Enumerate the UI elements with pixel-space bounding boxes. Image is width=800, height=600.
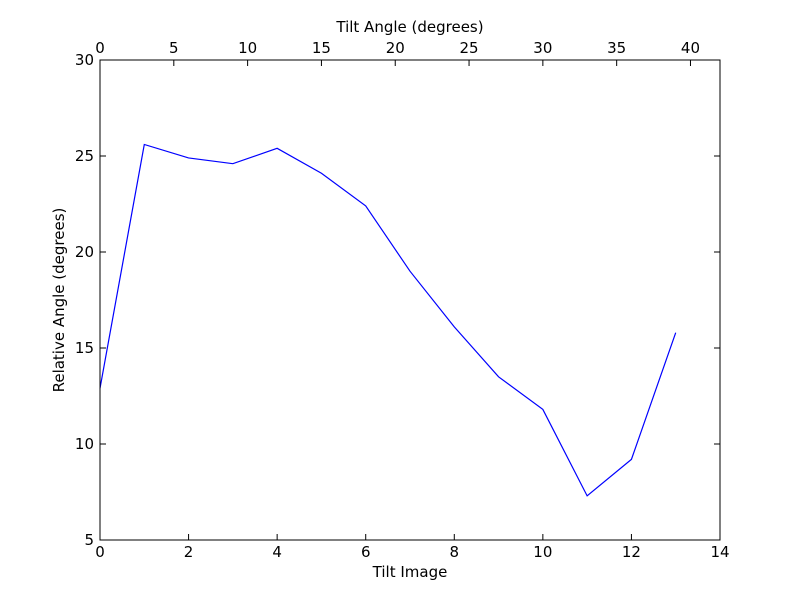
x2-tick-label: 25 [460,39,479,57]
x-tick-label: 8 [450,543,460,561]
x2-tick-label: 20 [386,39,405,57]
x-tick-label: 12 [622,543,641,561]
x-axis-label: Tilt Image [372,563,448,581]
x2-tick-label: 15 [312,39,331,57]
x-tick-label: 10 [533,543,552,561]
x-tick-label: 14 [710,543,729,561]
y-tick-label: 10 [75,435,94,453]
x2-tick-label: 30 [533,39,552,57]
x-tick-label: 6 [361,543,371,561]
x2-axis-label: Tilt Angle (degrees) [335,18,483,36]
y-tick-label: 5 [84,531,94,549]
x-tick-label: 4 [272,543,282,561]
x2-tick-label: 10 [238,39,257,57]
y-tick-label: 20 [75,243,94,261]
x2-tick-label: 35 [607,39,626,57]
x2-tick-label: 0 [95,39,105,57]
x2-tick-label: 40 [681,39,700,57]
data-line [99,143,677,497]
plot-frame [99,59,721,541]
y-tick-label: 15 [75,339,94,357]
x-tick-label: 2 [184,543,194,561]
x-tick-label: 0 [95,543,105,561]
y-tick-label: 25 [75,147,94,165]
x2-tick-label: 5 [169,39,179,57]
y-tick-label: 30 [75,51,94,69]
y-axis-label: Relative Angle (degrees) [50,208,68,393]
